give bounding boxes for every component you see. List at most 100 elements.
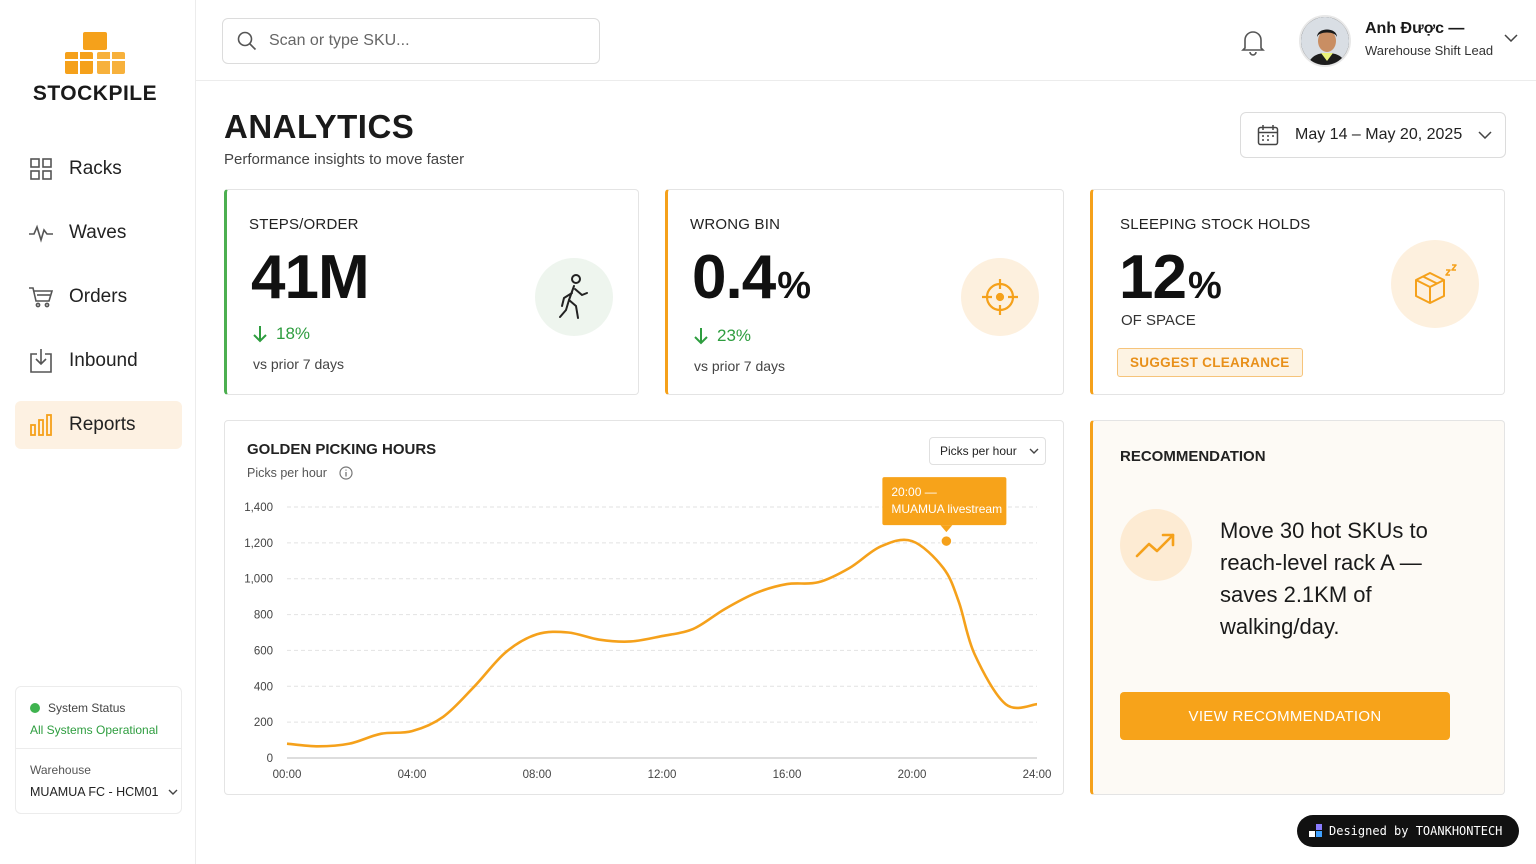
- sidebar-item-orders[interactable]: Orders: [15, 273, 182, 321]
- y-tick-label: 200: [254, 717, 273, 729]
- cart-icon: [27, 283, 55, 311]
- x-tick-label: 20:00: [898, 769, 927, 781]
- sidebar-item-reports[interactable]: Reports: [15, 401, 182, 449]
- y-tick-label: 400: [254, 681, 273, 693]
- y-tick-label: 1,400: [244, 502, 273, 514]
- x-tick-label: 16:00: [773, 769, 802, 781]
- recommendation-text: Move 30 hot SKUs to reach-level rack A —…: [1220, 518, 1428, 639]
- peak-tooltip: [882, 477, 1007, 526]
- bell-icon[interactable]: [1240, 28, 1266, 56]
- kpi-card-wrong-bin: WRONG BIN 0.4% 23% vs prior 7 days: [665, 189, 1064, 395]
- grid-icon: [27, 155, 55, 183]
- warehouse-value: MUAMUA FC - HCM01: [30, 785, 159, 799]
- sidebar-item-waves[interactable]: Waves: [15, 209, 182, 257]
- sidebar-item-racks[interactable]: Racks: [15, 145, 182, 193]
- golden-picking-hours-chart: GOLDEN PICKING HOURS Picks per hour Pick…: [224, 420, 1064, 795]
- sidebar-item-label: Waves: [69, 222, 127, 243]
- sidebar-item-label: Orders: [69, 286, 128, 307]
- tooltip-line2: MUAMUA livestream: [891, 502, 1002, 516]
- inbox-download-icon: [27, 347, 55, 375]
- chart-title: GOLDEN PICKING HOURS: [247, 441, 437, 458]
- x-tick-label: 12:00: [648, 769, 677, 781]
- credit-text: Designed by TOANKHONTECH: [1329, 824, 1503, 838]
- calendar-icon: [1257, 125, 1279, 146]
- y-tick-label: 1,000: [244, 574, 273, 586]
- user-name: Anh Được —: [1365, 20, 1465, 37]
- kpi-value: 12%: [1119, 242, 1222, 313]
- brand-name: STOCKPILE: [32, 82, 158, 105]
- date-range-picker[interactable]: May 14 – May 20, 2025: [1240, 112, 1506, 158]
- pulse-icon: [27, 219, 55, 247]
- user-role: Warehouse Shift Lead: [1365, 43, 1494, 58]
- kpi-value: 41M: [251, 242, 370, 313]
- kpi-delta-value: 18%: [276, 324, 311, 343]
- designer-credit-badge[interactable]: Designed by TOANKHONTECH: [1297, 815, 1519, 847]
- kpi-unit: %: [777, 265, 811, 307]
- kpi-note: vs prior 7 days: [694, 358, 786, 374]
- recommendation-title: RECOMMENDATION: [1120, 448, 1266, 465]
- status-label: System Status: [48, 701, 126, 715]
- sidebar-item-inbound[interactable]: Inbound: [15, 337, 182, 385]
- search-icon: [237, 31, 257, 51]
- y-tick-label: 600: [254, 645, 273, 657]
- line-chart: 0 200 400 600 800 1,000 1,200 1,400 00:00 04:00 08…: [244, 477, 1052, 781]
- arrow-down-icon: [694, 328, 708, 345]
- view-recommendation-button[interactable]: VIEW RECOMMENDATION: [1120, 692, 1450, 740]
- trend-up-icon: [1120, 509, 1192, 581]
- sidebar-item-label: Reports: [69, 414, 136, 435]
- x-tick-label: 00:00: [273, 769, 302, 781]
- kpi-note: vs prior 7 days: [253, 356, 345, 372]
- chevron-down-icon: [1029, 448, 1039, 454]
- walking-person-icon: [535, 258, 613, 336]
- suggest-clearance-button[interactable]: SUGGEST CLEARANCE: [1117, 348, 1303, 377]
- kpi-title: SLEEPING STOCK HOLDS: [1120, 216, 1311, 233]
- search-input[interactable]: [269, 32, 569, 50]
- chart-subtitle: Picks per hour: [247, 466, 353, 480]
- chart-subtitle-text: Picks per hour: [247, 466, 327, 480]
- y-tick-label: 0: [267, 753, 273, 765]
- kpi-delta: 18%: [252, 324, 310, 344]
- avatar[interactable]: [1299, 15, 1351, 67]
- arrow-down-icon: [253, 326, 267, 343]
- peak-point: [940, 534, 953, 548]
- kpi-title: STEPS/ORDER: [249, 216, 359, 233]
- brand-logo[interactable]: STOCKPILE: [30, 30, 160, 106]
- stacked-boxes-icon: [65, 32, 125, 74]
- system-status-card: System Status All Systems Operational Wa…: [15, 686, 182, 814]
- user-info[interactable]: Anh Được — Warehouse Shift Lead: [1365, 20, 1493, 58]
- x-tick-label: 04:00: [398, 769, 427, 781]
- sleeping-box-icon: [1391, 240, 1479, 328]
- kpi-delta-value: 23%: [717, 326, 752, 345]
- kpi-delta: 23%: [693, 326, 751, 346]
- top-header: Anh Được — Warehouse Shift Lead: [196, 0, 1536, 81]
- kpi-title: WRONG BIN: [690, 216, 781, 233]
- sidebar: STOCKPILE Racks Waves Orders Inbound: [0, 0, 196, 864]
- x-tick-label: 08:00: [523, 769, 552, 781]
- kpi-number: 0.4: [692, 243, 776, 312]
- warehouse-select[interactable]: MUAMUA FC - HCM01: [30, 785, 181, 799]
- page-subtitle: Performance insights to move faster: [224, 151, 465, 168]
- tooltip-line1: 20:00 —: [891, 485, 936, 499]
- chevron-down-icon: [168, 789, 178, 795]
- info-icon[interactable]: [339, 466, 353, 480]
- kpi-unit: %: [1187, 265, 1222, 307]
- bar-chart-icon: [27, 411, 55, 439]
- search-box[interactable]: [222, 18, 600, 64]
- kpi-of-label: OF SPACE: [1121, 312, 1196, 329]
- kpi-number: 12: [1119, 243, 1187, 312]
- status-dot: [30, 703, 40, 713]
- sidebar-item-label: Racks: [69, 158, 122, 179]
- chevron-down-icon[interactable]: [1504, 34, 1518, 42]
- kpi-card-sleeping-stock: SLEEPING STOCK HOLDS 12% OF SPACE SUGGES…: [1090, 189, 1505, 395]
- metric-select[interactable]: Picks per hour: [929, 437, 1046, 465]
- chevron-down-icon: [1478, 131, 1492, 139]
- kpi-value: 0.4%: [692, 242, 811, 313]
- x-tick-label: 24:00: [1023, 769, 1052, 781]
- y-tick-label: 1,200: [244, 538, 273, 550]
- sidebar-nav: Racks Waves Orders Inbound Reports: [15, 145, 182, 465]
- series-line: [286, 538, 1038, 748]
- crosshair-icon: [961, 258, 1039, 336]
- recommendation-card: RECOMMENDATION Move 30 hot SKUs to reach…: [1090, 420, 1505, 795]
- metric-select-value: Picks per hour: [940, 444, 1017, 458]
- logo-squares-icon: [1309, 824, 1322, 837]
